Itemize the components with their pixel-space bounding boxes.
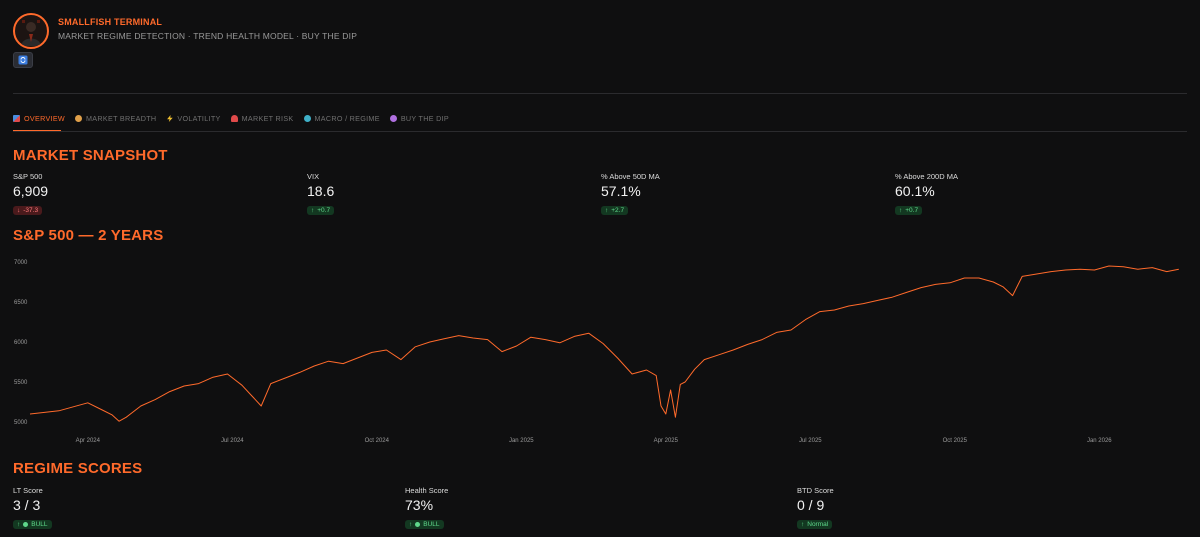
x-tick-label: Jul 2024 <box>221 438 244 444</box>
app-header: SMALLFISH TERMINAL MARKET REGIME DETECTI… <box>13 13 357 49</box>
change-value: -37.3 <box>23 207 39 214</box>
badge-text: BULL <box>31 521 48 528</box>
avatar-logo <box>13 13 49 49</box>
app-subtitle: MARKET REGIME DETECTION · TREND HEALTH M… <box>58 31 358 41</box>
arrow-up-icon: ↑ <box>801 521 805 528</box>
x-tick-label: Apr 2025 <box>654 438 679 444</box>
score-label: Health Score <box>405 486 449 495</box>
metric-value: 60.1% <box>895 183 935 199</box>
chart-icon <box>13 115 20 122</box>
badge-text: Normal <box>807 521 829 528</box>
score-btd: BTD Score 0 / 9 ↑ Normal <box>797 486 834 531</box>
refresh-icon <box>18 55 28 65</box>
tab-label: VOLATILITY <box>177 114 221 123</box>
sp500-chart: 5000 5500 6000 6500 7000 Apr 2024 Jul 2024 Oct… <box>0 250 1200 450</box>
tab-volatility[interactable]: VOLATILITY <box>166 114 220 123</box>
change-badge: ↑ +0.7 <box>895 206 923 215</box>
person-logo-icon <box>21 20 41 46</box>
x-tick-label: Jul 2025 <box>799 438 822 444</box>
app-title: SMALLFISH TERMINAL <box>58 17 163 27</box>
x-tick-label: Oct 2025 <box>943 438 968 444</box>
score-health: Health Score 73% ↑ BULL <box>405 486 448 531</box>
arrow-up-icon: ↑ <box>409 521 413 528</box>
x-tick-label: Jan 2025 <box>509 438 534 444</box>
score-label: BTD Score <box>797 486 834 495</box>
tab-label: MARKET BREADTH <box>86 114 157 123</box>
tab-overview[interactable]: OVERVIEW <box>13 114 65 123</box>
tab-macro-regime[interactable]: MACRO / REGIME <box>303 114 380 123</box>
tab-market-risk[interactable]: MARKET RISK <box>230 114 294 123</box>
tab-label: BUY THE DIP <box>400 114 449 123</box>
score-value: 0 / 9 <box>797 497 825 513</box>
arrow-up-icon: ↑ <box>17 521 21 528</box>
line-chart: 5000 5500 6000 6500 7000 Apr 2024 Jul 2024 Oct… <box>14 260 1179 444</box>
change-value: +0.7 <box>317 207 331 214</box>
tab-label: OVERVIEW <box>24 114 66 123</box>
score-label: LT Score <box>13 486 43 495</box>
y-tick-label: 6500 <box>14 300 28 306</box>
siren-icon <box>230 115 238 122</box>
header-divider <box>13 93 1187 94</box>
arrow-up-icon: ↑ <box>311 207 315 214</box>
active-tab-indicator <box>13 130 61 131</box>
metric-value: 57.1% <box>601 183 641 199</box>
y-tick-label: 6000 <box>14 340 28 346</box>
score-value: 3 / 3 <box>13 497 41 513</box>
green-dot-icon <box>415 522 421 527</box>
metric-above-50d: % Above 50D MA 57.1% ↑ +2.7 <box>601 172 660 217</box>
change-value: +2.7 <box>611 207 625 214</box>
metric-above-200d: % Above 200D MA 60.1% ↑ +0.7 <box>895 172 958 217</box>
regime-badge: ↑ Normal <box>797 520 833 529</box>
metric-sp500: S&P 500 6,909 ↓ -37.3 <box>13 172 48 217</box>
change-badge: ↑ +0.7 <box>307 206 335 215</box>
metric-label: % Above 200D MA <box>895 172 958 181</box>
regime-title: REGIME SCORES <box>13 460 143 477</box>
series-line-sp500 <box>29 265 1179 422</box>
regime-badge: ↑ BULL <box>405 520 444 529</box>
y-tick-label: 5500 <box>14 380 28 386</box>
snapshot-title: MARKET SNAPSHOT <box>13 147 168 164</box>
regime-badge: ↑ BULL <box>13 520 52 529</box>
tab-bar: OVERVIEW MARKET BREADTH VOLATILITY MARKE… <box>13 114 449 123</box>
arrow-up-icon: ↑ <box>605 207 609 214</box>
arrow-up-icon: ↑ <box>899 207 903 214</box>
x-tick-label: Oct 2024 <box>365 438 390 444</box>
score-value: 73% <box>405 497 434 513</box>
tab-label: MACRO / REGIME <box>314 114 380 123</box>
metric-label: S&P 500 <box>13 172 43 181</box>
chart-title: S&P 500 — 2 YEARS <box>13 227 164 244</box>
bubble-icon <box>389 115 397 122</box>
x-tick-label: Apr 2024 <box>76 438 101 444</box>
globe-icon <box>75 115 83 122</box>
earth-icon <box>303 115 311 122</box>
tab-label: MARKET RISK <box>241 114 294 123</box>
green-dot-icon <box>23 522 29 527</box>
x-tick-label: Jan 2026 <box>1087 438 1112 444</box>
tab-buy-the-dip[interactable]: BUY THE DIP <box>389 114 449 123</box>
refresh-button[interactable] <box>13 52 33 68</box>
metric-label: VIX <box>307 172 320 181</box>
change-badge: ↑ +2.7 <box>601 206 629 215</box>
y-tick-label: 5000 <box>14 420 28 426</box>
change-value: +0.7 <box>905 207 919 214</box>
score-lt: LT Score 3 / 3 ↑ BULL <box>13 486 52 531</box>
lightning-icon <box>167 115 173 122</box>
badge-text: BULL <box>423 521 440 528</box>
metric-value: 6,909 <box>13 183 49 199</box>
metric-vix: VIX 18.6 ↑ +0.7 <box>307 172 334 217</box>
metric-value: 18.6 <box>307 183 335 199</box>
metric-label: % Above 50D MA <box>601 172 660 181</box>
y-tick-label: 7000 <box>14 260 28 266</box>
arrow-down-icon: ↓ <box>17 207 21 214</box>
tabs-divider <box>13 131 1187 132</box>
change-badge: ↓ -37.3 <box>13 206 43 215</box>
tab-market-breadth[interactable]: MARKET BREADTH <box>75 114 156 123</box>
